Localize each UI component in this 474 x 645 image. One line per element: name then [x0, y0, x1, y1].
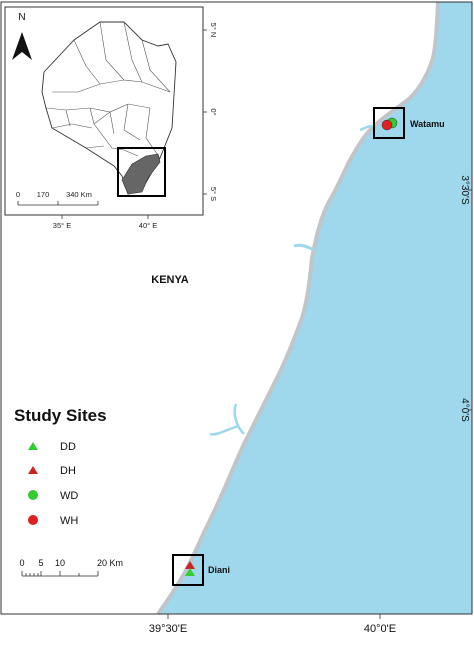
legend-label: DD [60, 441, 76, 453]
scale-bar [21, 571, 99, 577]
inset-lon-label: 40° E [139, 221, 157, 230]
ocean [158, 2, 472, 614]
red-circle-icon [28, 515, 38, 525]
green-triangle-icon [28, 442, 38, 450]
creek [209, 403, 245, 436]
latitude-label: 4°0'S [459, 398, 470, 422]
country-label: KENYA [151, 274, 189, 286]
site-marker-wh [381, 119, 393, 131]
diani-label: Diani [208, 565, 230, 575]
inset-scale-tick: 340 Km [66, 190, 92, 199]
map-frame [0, 1, 473, 615]
diani-site-box [172, 554, 204, 586]
inset-lon-label: 35° E [53, 221, 71, 230]
axis-ticks [167, 189, 472, 619]
inset-lat-label: 0° [209, 108, 218, 115]
longitude-label: 39°30'E [149, 623, 187, 635]
legend-item-wh: WH [28, 515, 78, 527]
legend-title: Study Sites [14, 406, 107, 425]
scale-tick-label: 0 [19, 558, 24, 568]
inset-scale-tick: 0 [16, 190, 20, 199]
north-arrow-icon [12, 32, 32, 60]
coastline [156, 1, 440, 616]
scale-tick-label: 20 Km [97, 558, 123, 568]
legend-item-dd: DD [28, 441, 76, 453]
coast-region [121, 153, 161, 195]
latitude-label: 3°30'S [459, 175, 470, 205]
site-marker-dd [185, 568, 195, 576]
inset-map: N 0 170 340 Km 35° E 40° E 5° N 0° 5° S [4, 6, 218, 230]
green-circle-icon [28, 490, 38, 500]
red-triangle-icon [28, 466, 38, 474]
inset-scale-tick: 170 [37, 190, 50, 199]
site-marker-dh [185, 561, 195, 569]
legend-item-dh: DH [28, 465, 76, 477]
inset-scale-bar [17, 201, 99, 206]
legend-label: DH [60, 465, 76, 477]
scale-tick-label: 10 [55, 558, 65, 568]
watamu-site-box [373, 107, 405, 139]
inset-lat-label: 5° S [209, 187, 218, 201]
scale-tick-label: 5 [38, 558, 43, 568]
legend-label: WH [60, 515, 78, 527]
inset-axis-ticks [61, 29, 207, 219]
coast-focus-box [117, 147, 166, 197]
north-label: N [18, 12, 25, 23]
inset-lat-label: 5° N [209, 23, 218, 38]
watamu-label: Watamu [410, 119, 445, 129]
legend-label: WD [60, 490, 78, 502]
creek [293, 243, 315, 252]
longitude-label: 40°0'E [364, 623, 396, 635]
legend-item-wd: WD [28, 490, 78, 502]
